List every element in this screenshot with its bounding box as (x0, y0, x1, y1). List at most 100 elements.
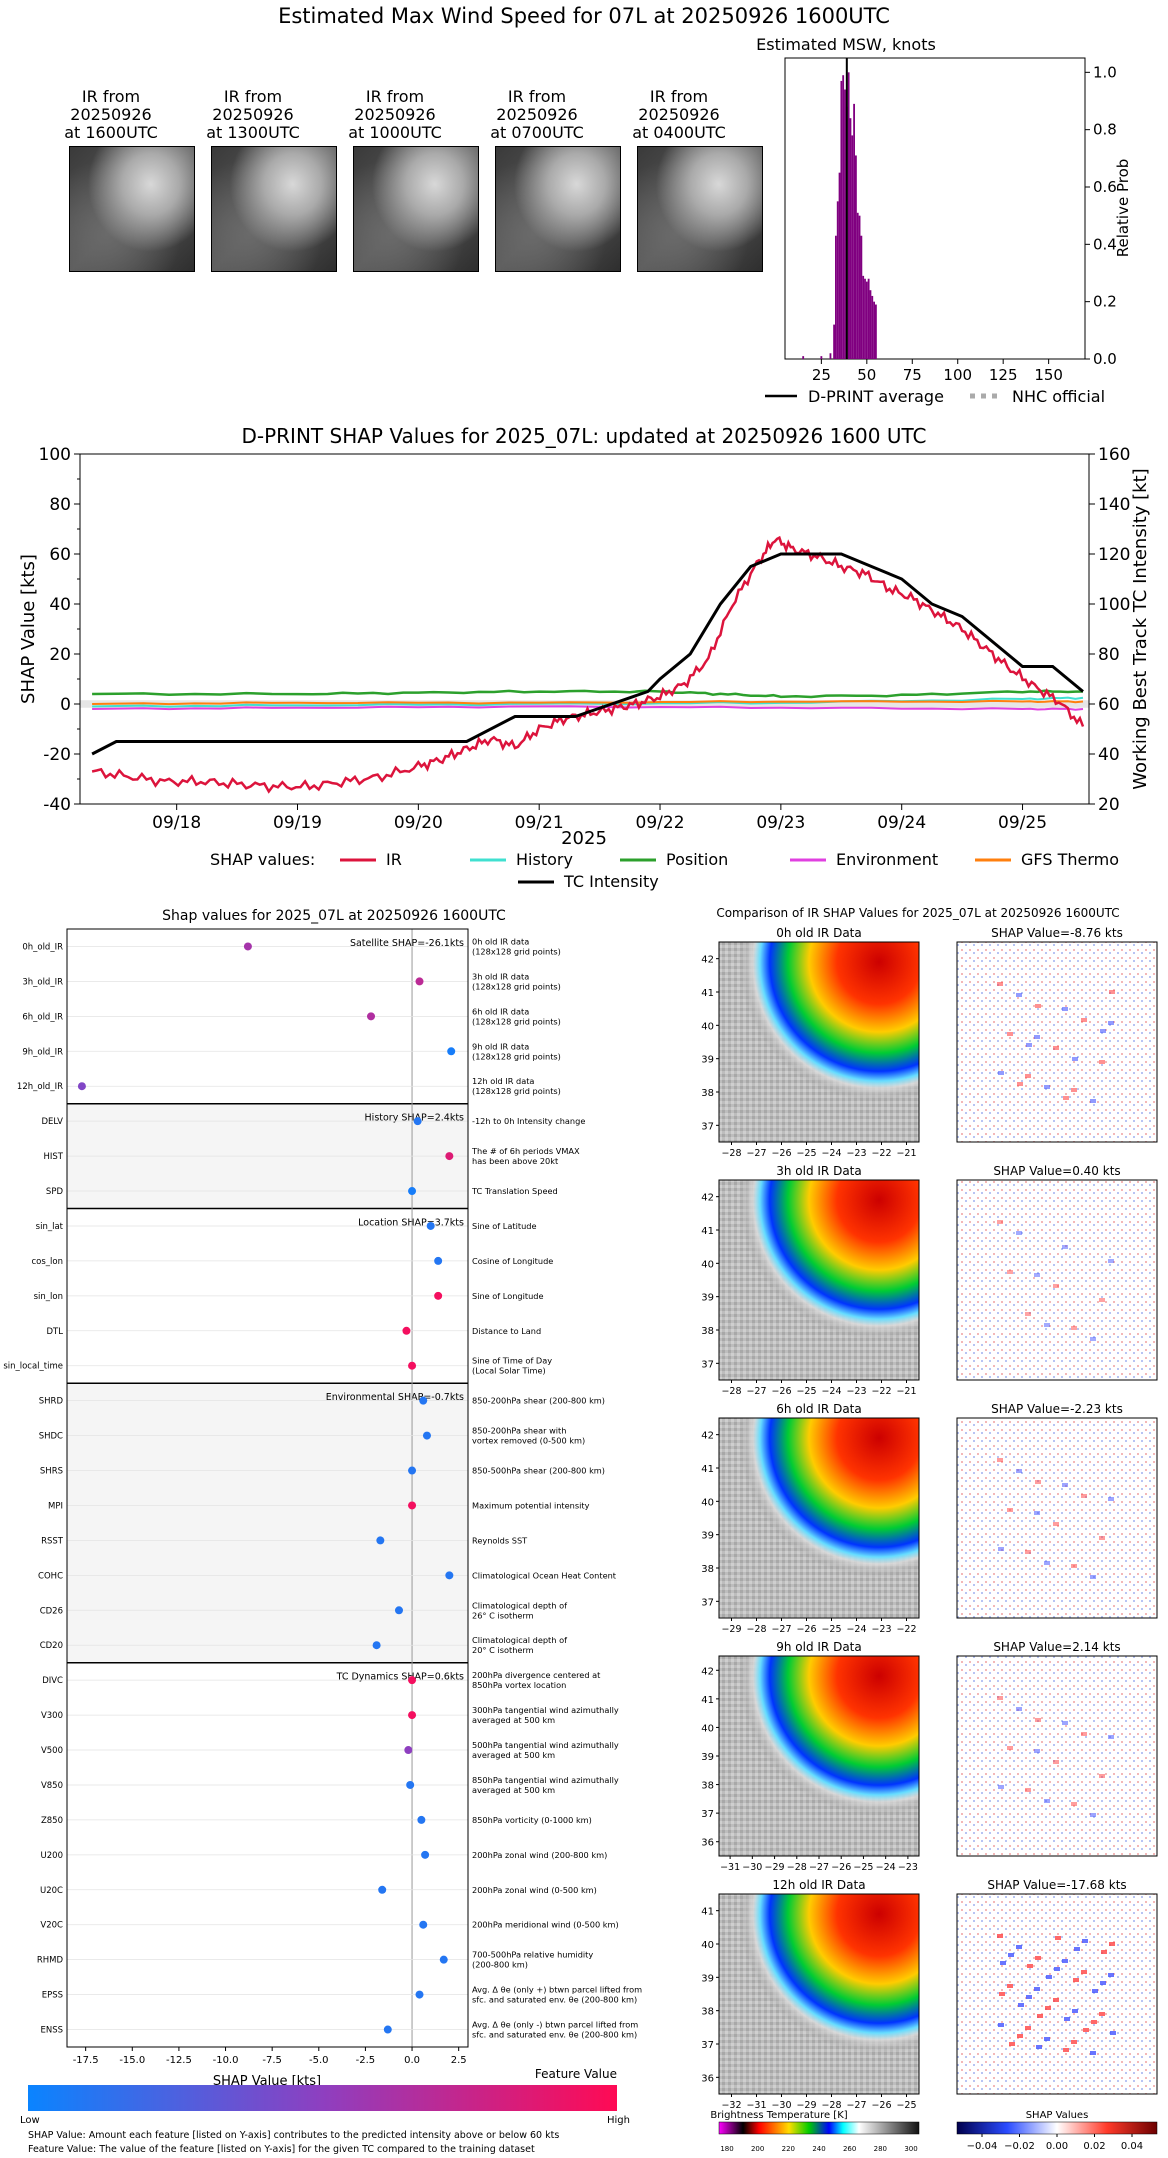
ir-ytick-label: 39 (701, 1973, 714, 1984)
shap-blob (1016, 1707, 1022, 1711)
ir-ytick-label: 37 (701, 2040, 714, 2051)
shap-blob (1062, 1007, 1068, 1011)
bt-colorbar-tick: 220 (782, 2145, 795, 2153)
group-label: TC Dynamics SHAP=0.6kts (336, 1672, 464, 1683)
shap-blob (1108, 1497, 1114, 1501)
shap-blob (1037, 2014, 1043, 2018)
feature-point (408, 1711, 417, 1720)
feature-description: 26° C isotherm (472, 1610, 534, 1620)
timeseries-ytick-label: -20 (43, 745, 71, 765)
ir-image-cloud (719, 1656, 919, 1856)
timeseries-xtick-label: 09/24 (877, 813, 926, 833)
scatter-xtick-label: -7.5 (262, 2055, 282, 2066)
timeseries-ylabel: SHAP Value [kts] (18, 554, 39, 704)
shap-blob (1034, 1035, 1040, 1039)
scatter-frame (66, 928, 469, 2048)
feature-point (419, 1396, 428, 1405)
shap-image-frame (956, 1179, 1158, 1381)
feature-point (404, 1746, 413, 1755)
feature-name: sin_lon (34, 1292, 63, 1302)
feature-point (415, 1990, 424, 1999)
timeseries-ytick-label: 20 (49, 645, 71, 665)
shap-image (957, 942, 1157, 1142)
feature-name: Z850 (41, 1816, 63, 1826)
feature-point (372, 1641, 381, 1650)
feature-description: Cosine of Longitude (472, 1256, 553, 1266)
shap-blob (1044, 1799, 1050, 1803)
feature-description: sfc. and saturated env. θe (200-800 km) (472, 1995, 637, 2005)
shap-panel-title: SHAP Value=0.40 kts (993, 1164, 1120, 1178)
ir-image-frame (718, 941, 920, 1143)
shap-blob (1036, 2045, 1042, 2049)
shap-blob (1074, 1947, 1080, 1951)
bt-colorbar-tick: 260 (843, 2145, 856, 2153)
ir-xtick-label: −26 (771, 1148, 791, 1159)
feature-name: U20C (40, 1886, 63, 1896)
ir-thumbnail-3 (353, 146, 479, 272)
histogram-xtick-label: 150 (1034, 366, 1063, 384)
feature-name: DELV (41, 1117, 63, 1127)
histogram-bar (835, 235, 837, 359)
footnote-feature: Feature Value: The value of the feature … (28, 2144, 535, 2155)
ir-xtick-label: −22 (871, 1148, 891, 1159)
timeseries-ytick-label: -40 (43, 795, 71, 815)
ir-image-frame (718, 1179, 920, 1381)
shap-blob (1099, 1774, 1105, 1778)
feature-point (415, 977, 424, 986)
shap-blob (1034, 1273, 1040, 1277)
feature-point (417, 1815, 426, 1824)
feature-point (419, 1920, 428, 1929)
feature-name: V300 (41, 1711, 63, 1721)
ir-xtick-label: −23 (846, 1386, 866, 1397)
feature-name: 6h_old_IR (22, 1012, 63, 1022)
ir-ytick-label: 38 (701, 2007, 714, 2018)
ir-xtick-label: −21 (896, 1386, 916, 1397)
histogram-bar (802, 356, 805, 359)
shap-blob (1044, 1085, 1050, 1089)
feature-description: 3h old IR data (472, 971, 529, 981)
feature-description: 850-500hPa shear (200-800 km) (472, 1466, 605, 1476)
histogram-bar (849, 118, 852, 359)
shap-blob (1017, 1082, 1023, 1086)
feature-name: RHMD (37, 1956, 64, 1966)
shap-blob (1026, 1995, 1032, 1999)
ir-xtick-label: −27 (746, 1148, 766, 1159)
ir-thumb-title-2: IR from 20250926 at 1300UTC (206, 87, 300, 142)
shap-blob (1062, 1483, 1068, 1487)
shap-blob (1000, 1961, 1006, 1965)
feature-point (408, 1187, 417, 1196)
feature-point (434, 1256, 443, 1265)
ir-ytick-label: 36 (701, 1838, 714, 1849)
shap-blob (1062, 1721, 1068, 1725)
shap-panel-title: SHAP Value=2.14 kts (993, 1640, 1120, 1654)
ir-thumbnail-4 (495, 146, 621, 272)
histogram-bar (865, 281, 868, 359)
ir-xtick-label: −31 (746, 2100, 766, 2111)
shap-blob (1062, 1245, 1068, 1249)
feature-description: Avg. Δ θe (only -) btwn parcel lifted fr… (472, 2020, 638, 2030)
histogram-bar (875, 304, 877, 359)
feature-name: cos_lon (31, 1257, 63, 1267)
feature-description: 20° C isotherm (472, 1645, 534, 1655)
histogram-bar (867, 278, 870, 359)
group-band (67, 1383, 468, 1663)
shap-blob (1053, 1284, 1059, 1288)
histogram-ytick-label: 0.6 (1093, 178, 1117, 196)
ir-xtick-label: −29 (796, 2100, 816, 2111)
shap-image-frame (956, 941, 1158, 1143)
feature-name: CD20 (40, 1641, 63, 1651)
ir-thumb-title-4: IR from 20250926 at 0700UTC (490, 87, 584, 142)
ir-xtick-label: −32 (721, 2100, 741, 2111)
scatter-xtick-label: -5.0 (309, 2055, 329, 2066)
feature-description: Climatological depth of (472, 1600, 568, 1610)
footnote-shap: SHAP Value: Amount each feature [listed … (28, 2130, 559, 2141)
ir-xtick-label: −30 (771, 2100, 791, 2111)
histogram-bar (840, 80, 843, 359)
group-label: History SHAP=2.4kts (365, 1113, 465, 1124)
legend-label: Environment (836, 850, 938, 869)
feature-colorbar-high: High (607, 2115, 630, 2126)
histogram-bar (873, 301, 875, 359)
ir-xtick-label: −25 (796, 1386, 816, 1397)
feature-description: (128x128 grid points) (472, 1051, 561, 1061)
group-label: Satellite SHAP=-26.1kts (350, 938, 464, 949)
